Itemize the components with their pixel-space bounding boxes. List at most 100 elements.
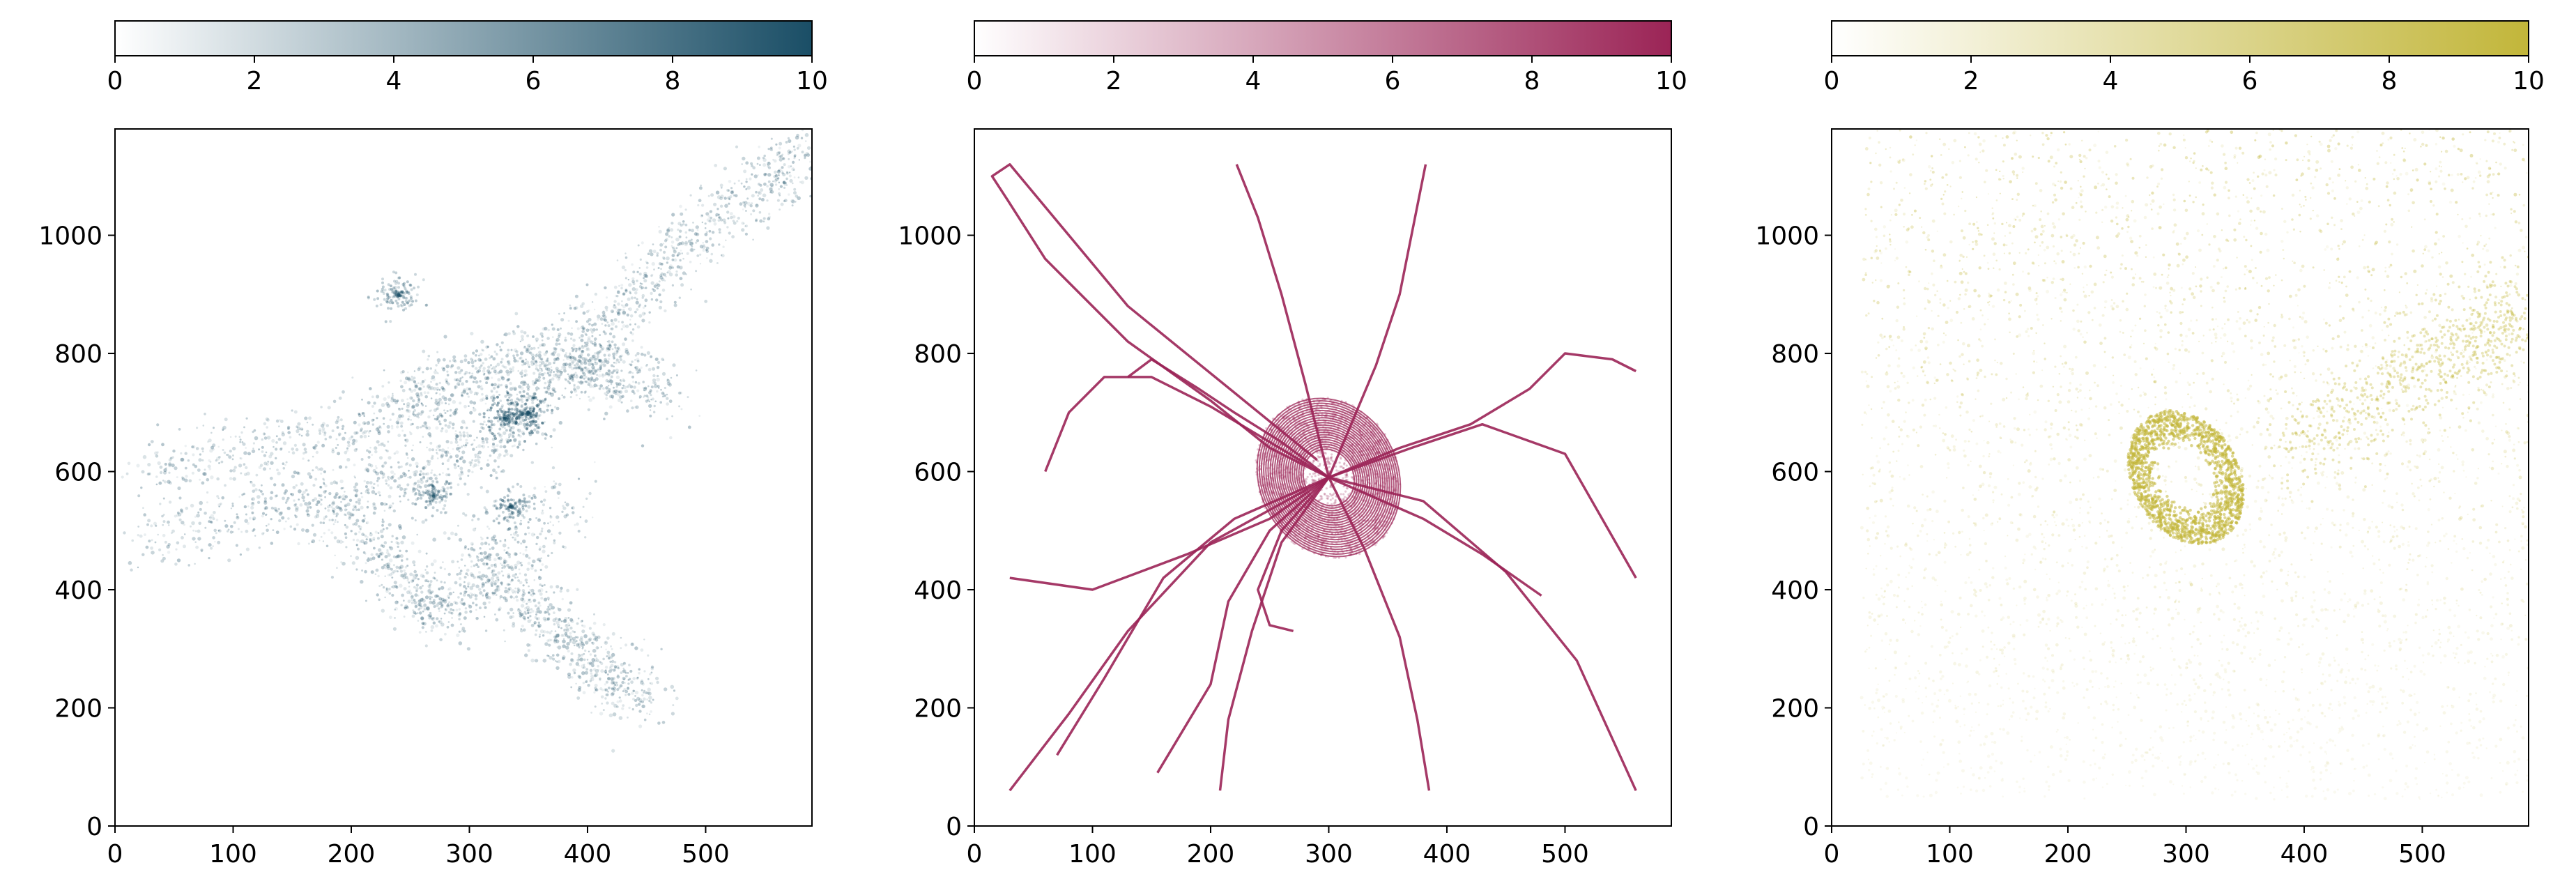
data-point xyxy=(594,308,596,311)
data-point xyxy=(406,408,410,413)
data-point xyxy=(595,328,598,331)
data-point xyxy=(523,611,527,615)
data-point xyxy=(443,599,447,604)
data-point xyxy=(374,450,378,454)
data-point xyxy=(564,632,567,636)
data-point xyxy=(386,297,390,300)
data-point xyxy=(266,426,269,429)
data-point xyxy=(652,378,657,383)
data-point xyxy=(420,597,424,602)
data-point xyxy=(620,284,624,287)
data-point xyxy=(371,556,376,560)
data-point xyxy=(483,372,486,375)
data-point xyxy=(585,381,588,383)
data-point xyxy=(469,400,473,404)
data-point xyxy=(595,657,598,659)
data-point xyxy=(500,471,503,473)
data-point xyxy=(397,434,401,438)
data-point xyxy=(578,349,581,352)
data-point xyxy=(484,510,489,515)
data-point xyxy=(223,451,227,454)
data-point xyxy=(465,587,468,590)
data-point xyxy=(378,494,381,496)
data-point xyxy=(127,461,131,466)
data-point xyxy=(523,407,527,411)
data-point xyxy=(506,505,509,509)
data-point xyxy=(607,690,609,693)
data-point xyxy=(444,450,447,454)
data-point xyxy=(302,443,306,447)
data-point xyxy=(390,572,394,575)
data-point xyxy=(237,528,240,530)
data-point xyxy=(449,408,452,412)
data-point xyxy=(553,358,558,362)
data-point xyxy=(445,480,448,483)
data-point xyxy=(493,386,496,390)
data-point xyxy=(591,658,595,662)
data-point xyxy=(773,175,776,178)
data-point xyxy=(355,538,360,542)
data-point xyxy=(549,603,553,607)
data-point xyxy=(795,194,799,198)
data-point xyxy=(361,533,365,536)
data-point xyxy=(488,601,491,604)
data-point xyxy=(528,351,531,354)
data-point xyxy=(242,442,246,446)
data-point xyxy=(531,353,535,358)
data-point xyxy=(272,529,275,531)
x-tick-label: 300 xyxy=(445,840,493,869)
data-point xyxy=(441,599,445,603)
data-point xyxy=(615,353,618,356)
data-point xyxy=(585,320,590,323)
data-point xyxy=(491,399,495,402)
data-point xyxy=(698,186,703,190)
data-point xyxy=(419,606,423,610)
data-point xyxy=(397,293,400,297)
data-point xyxy=(399,487,404,491)
data-point xyxy=(704,245,707,248)
data-point xyxy=(466,434,470,438)
data-point xyxy=(493,448,496,450)
data-point xyxy=(355,568,358,571)
data-point xyxy=(458,446,461,450)
data-point xyxy=(385,401,390,406)
data-point xyxy=(167,543,171,546)
data-point xyxy=(648,391,652,395)
data-point xyxy=(418,473,422,476)
data-point xyxy=(305,450,307,454)
data-point xyxy=(637,703,641,706)
data-point xyxy=(587,378,590,381)
data-point xyxy=(430,377,433,380)
data-point xyxy=(615,294,618,298)
data-point xyxy=(774,170,777,174)
data-point xyxy=(618,284,620,287)
data-point xyxy=(587,336,591,340)
data-point xyxy=(615,307,618,310)
data-point xyxy=(510,511,514,514)
data-point xyxy=(628,706,631,710)
data-point xyxy=(388,523,392,527)
data-point xyxy=(614,357,616,359)
data-point xyxy=(137,566,139,569)
data-point xyxy=(446,487,450,490)
data-point xyxy=(410,595,414,599)
data-point xyxy=(203,472,207,476)
data-point xyxy=(390,476,394,480)
data-point xyxy=(354,482,358,487)
data-point xyxy=(573,373,576,376)
data-point xyxy=(525,358,527,360)
data-point xyxy=(384,479,388,482)
data-point xyxy=(468,604,470,607)
data-point xyxy=(397,524,402,528)
data-point xyxy=(348,437,352,441)
data-point xyxy=(413,413,416,417)
data-point xyxy=(504,365,507,369)
data-point xyxy=(682,220,685,223)
data-point xyxy=(689,261,692,263)
data-point xyxy=(598,374,601,378)
data-point xyxy=(555,634,560,638)
data-point xyxy=(745,188,748,190)
data-point xyxy=(612,352,615,356)
data-point xyxy=(641,283,643,285)
data-point xyxy=(591,632,595,636)
